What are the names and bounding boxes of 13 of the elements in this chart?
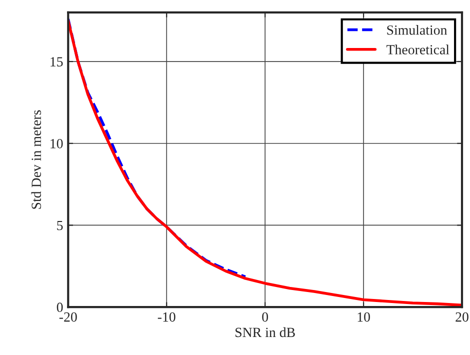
x-axis-title: SNR in dB	[236, 327, 295, 338]
x-tick-label: 20	[456, 312, 468, 322]
y-tick-label: 0	[56, 302, 63, 312]
y-tick-label: 10	[50, 138, 63, 148]
x-tick-label: -10	[158, 312, 176, 322]
legend-label: Theoretical	[386, 44, 450, 54]
x-tick-label: -20	[59, 312, 77, 322]
legend-label: Simulation	[387, 25, 448, 35]
x-tick-label: 10	[358, 312, 370, 322]
y-tick-label: 15	[50, 57, 63, 66]
x-tick-label: 0	[262, 312, 268, 322]
y-axis-title: Std Dev in meters	[31, 110, 42, 209]
y-tick-label: 5	[57, 220, 63, 230]
